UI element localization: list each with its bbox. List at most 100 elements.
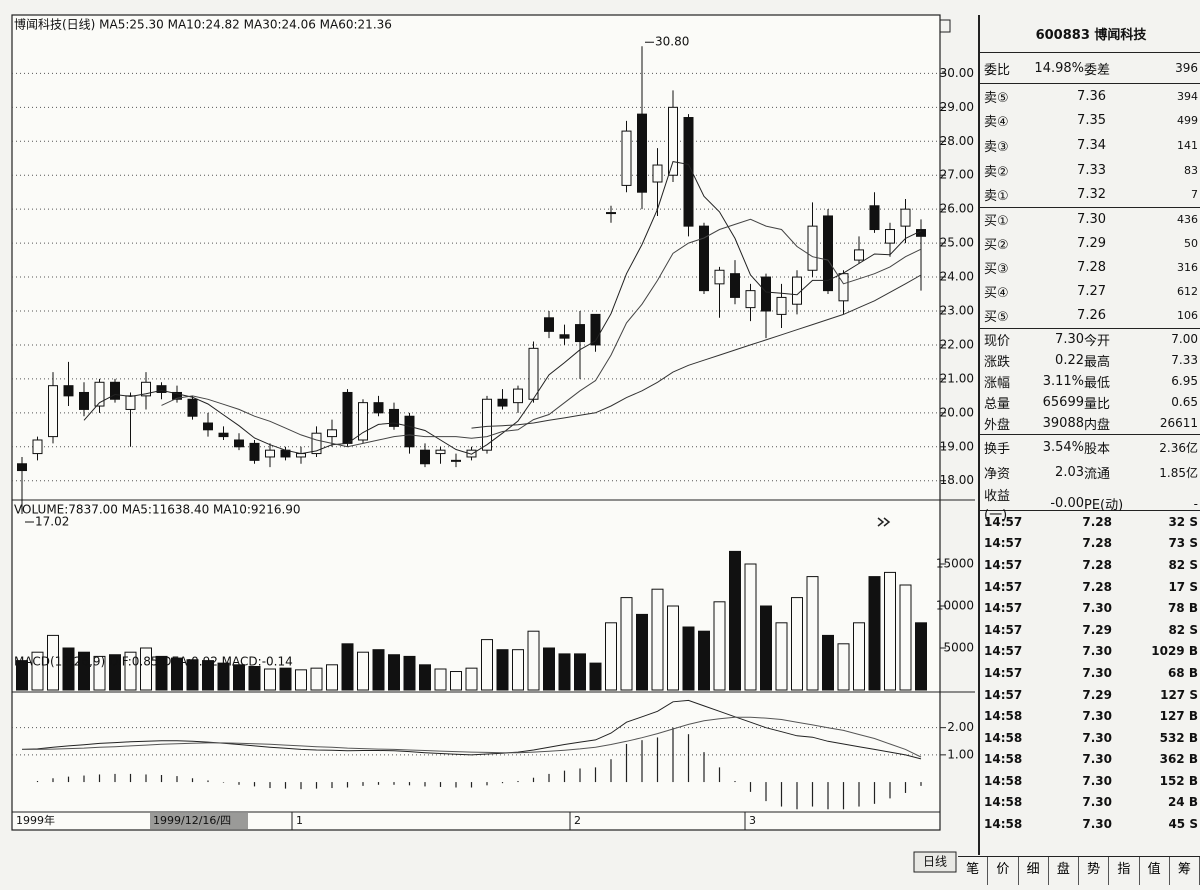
trade-side: S (1189, 536, 1198, 551)
y-tick-label: 24.00 (940, 270, 974, 284)
level-price: 7.28 (1077, 260, 1106, 276)
trade-row: 14:57 7.28 73 S (980, 533, 1200, 555)
panel-title: VOLUME:7837.00 MA5:11638.40 MA10:9216.90 (14, 503, 301, 517)
volume-bar (372, 649, 385, 691)
trade-price: 7.30 (1082, 795, 1112, 810)
volume-bar (667, 605, 679, 691)
field-label: PE(动) (1084, 498, 1124, 514)
volume-bar (853, 622, 865, 691)
capital-block: 换手 3.54% 股本 2.36亿 净资 2.03 流通 1.85亿 收益(一) -0.00 PE(… (980, 435, 1200, 523)
date-label: 1 (296, 814, 303, 827)
volume-bar (558, 653, 571, 691)
trade-volume-side: 82 S (1112, 623, 1198, 637)
tab[interactable]: 指 (1109, 857, 1140, 885)
y-tick-label: 10000 (936, 599, 974, 613)
field-value: 7.30 (1055, 331, 1084, 347)
field-value: 7.00 (1171, 332, 1198, 347)
window-icon[interactable] (939, 19, 951, 33)
candle-body (513, 388, 523, 404)
volume-bar (279, 667, 292, 691)
field-value: 2.03 (1055, 464, 1084, 480)
candle-body (854, 249, 864, 261)
trade-price: 7.30 (1082, 773, 1112, 788)
stats-block: 现价 7.30 今开 7.00 涨跌 0.22 最高 7.33 涨幅 3.11% 最低 6.95 总量 6… (980, 329, 1200, 435)
trade-volume: 78 (1167, 601, 1185, 616)
scroll-icon[interactable] (877, 517, 891, 527)
volume-bar (93, 655, 106, 691)
volume-bar (171, 657, 183, 691)
trade-time: 14:57 (984, 536, 1023, 551)
volume-bar (620, 597, 633, 691)
candle-body (668, 106, 678, 176)
trade-side: B (1188, 773, 1198, 788)
candle-body (79, 391, 89, 410)
trade-time: 14:58 (984, 773, 1023, 788)
candle-body (730, 273, 740, 298)
candle-body (621, 130, 632, 186)
candle-body (358, 402, 368, 441)
trade-volume: 127 (1159, 709, 1185, 724)
candle-body (590, 313, 601, 346)
level-price: 7.32 (1077, 187, 1106, 203)
tab[interactable]: 笔 (958, 857, 989, 885)
trade-row: 14:57 7.30 78 B (980, 597, 1200, 619)
field-value: 1.85亿 (1159, 465, 1198, 480)
candle-body (823, 215, 833, 292)
candle-body (528, 347, 539, 400)
tab[interactable]: 细 (1019, 857, 1049, 885)
period-tab-label[interactable]: 日线 (923, 855, 947, 869)
stats-row: 外盘 39088 内盘 26611 (980, 413, 1200, 434)
level-volume: 83 (1184, 163, 1198, 177)
volume-bar (527, 630, 540, 691)
volume-bar (155, 655, 168, 691)
volume-bar (248, 665, 261, 691)
period-tab[interactable] (913, 851, 957, 873)
trade-side: B (1188, 752, 1198, 767)
trade-price: 7.30 (1082, 601, 1112, 616)
tab[interactable]: 盘 (1049, 857, 1079, 885)
candle-body (606, 212, 616, 215)
trade-volume-side: 73 S (1112, 536, 1198, 550)
volume-bar (202, 660, 214, 691)
tab[interactable]: 价 (988, 857, 1019, 885)
level-label: 卖⑤ (984, 90, 1009, 106)
candle-body (141, 381, 151, 397)
stats-row: 现价 7.30 今开 7.00 (980, 329, 1200, 350)
volume-bar (605, 622, 617, 691)
field-value: 39088 (1042, 415, 1084, 431)
trade-volume: 82 (1168, 622, 1186, 637)
annotation: 30.80 (655, 35, 689, 49)
trade-row: 14:57 7.30 1029 B (980, 641, 1200, 663)
volume-bar (109, 654, 121, 691)
level-label: 卖① (984, 189, 1009, 205)
y-tick-label: 18.00 (940, 473, 974, 487)
y-tick-label: 29.00 (940, 100, 974, 114)
candle-body (311, 432, 322, 455)
y-tick-label: 23.00 (940, 304, 974, 318)
field-label: 涨幅 (984, 375, 1011, 391)
buy-level: 买④ 7.27 612 (980, 280, 1200, 304)
ratio-field: 14.98% (1034, 60, 1084, 76)
volume-bar (388, 654, 400, 691)
date-label: 3 (749, 814, 756, 827)
tab[interactable]: 筹 (1170, 857, 1200, 885)
ma-line (161, 218, 922, 448)
volume-bar (62, 647, 75, 691)
candle-body (94, 381, 105, 407)
trade-row: 14:57 7.29 82 S (980, 619, 1200, 641)
trade-row: 14:58 7.30 362 B (980, 749, 1200, 771)
trade-volume: 127 (1160, 687, 1186, 702)
trade-price: 7.28 (1082, 536, 1112, 551)
trade-volume: 24 (1167, 795, 1185, 810)
sell-level: 卖④ 7.35 499 (980, 109, 1200, 134)
level-label: 买① (984, 214, 1009, 230)
trade-volume-side: 152 B (1112, 774, 1198, 788)
level-label: 卖② (984, 164, 1009, 180)
tab[interactable]: 值 (1140, 857, 1170, 885)
level-volume: 436 (1177, 213, 1198, 227)
tab[interactable]: 势 (1079, 857, 1110, 885)
candle-body (404, 415, 415, 448)
volume-bar (574, 653, 586, 691)
